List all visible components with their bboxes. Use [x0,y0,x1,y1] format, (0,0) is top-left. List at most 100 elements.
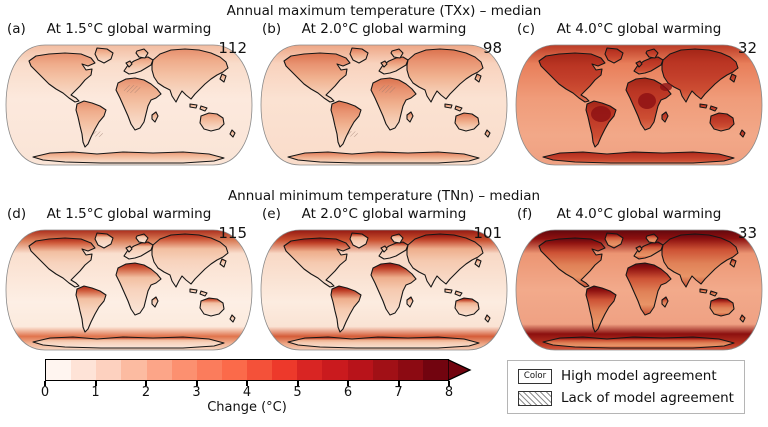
panel-header: (a) At 1.5°C global warming [5,20,253,38]
panel-header: (d) At 1.5°C global warming [5,205,253,223]
colorbar-tick-label: 6 [343,385,353,400]
map-wrap: 98 [260,39,508,166]
colorbar-tick-mark [448,381,450,386]
row-tnn: Annual minimum temperature (TNn) – media… [0,188,768,351]
color-swatch-icon: Color [518,368,552,384]
map-outline [515,44,763,166]
panel-header: (b) At 2.0°C global warming [260,20,508,38]
hatch-swatch-icon [518,390,552,406]
colorbar-tick-label: 4 [242,385,252,400]
map-wrap: 112 [5,39,253,166]
panel-header: (f) At 4.0°C global warming [515,205,763,223]
model-count: 115 [218,224,247,242]
colorbar-extend-arrow-icon [448,359,472,381]
map-panel-e: (e) At 2.0°C global warming 101 [260,205,508,351]
colorbar-segment [247,360,273,380]
world-map-svg [515,44,763,166]
colorbar-segment [121,360,147,380]
panel-label: (a) [7,21,26,37]
colorbar-tick-label: 5 [293,385,302,400]
colorbar-tick-label: 0 [40,385,50,400]
panel-title: At 2.0°C global warming [301,21,467,37]
colorbar: 0 1 2 3 4 5 6 7 8 Change (°C) [41,359,477,415]
model-count: 33 [737,224,757,242]
panel-title: At 1.5°C global warming [46,21,212,37]
world-map-svg [260,229,508,351]
colorbar-tick-label: 2 [141,385,151,400]
map-outline [5,229,253,351]
panel-header: (e) At 2.0°C global warming [260,205,508,223]
colorbar-segment [422,360,448,380]
map-wrap: 115 [5,224,253,351]
continents [283,47,491,164]
colorbar-tick-mark [195,381,198,386]
map-wrap: 33 [515,224,763,351]
continents [283,232,491,349]
lack-of-agreement-hatch [93,85,141,137]
model-agreement-legend: Color High model agreement Lack of model… [507,360,745,414]
panel-title: At 4.0°C global warming [556,21,722,37]
colorbar-tick-label: 7 [394,385,403,400]
colorbar-segment [297,360,323,380]
colorbar-segment [272,360,298,380]
color-swatch-label: Color [523,371,547,381]
legend-label: High model agreement [561,368,717,384]
colorbar-tick-mark [94,381,97,386]
colorbar-segment [46,360,72,380]
panel-row-tnn: (d) At 1.5°C global warming 115 (e) At 2.0°C… [0,205,768,351]
colorbar-tick-mark [246,381,248,386]
panel-title: At 4.0°C global warming [556,206,722,222]
map-outline [260,229,508,351]
figure-footer: 0 1 2 3 4 5 6 7 8 Change (°C) Color High model a… [0,359,768,415]
panel-label: (b) [262,21,282,37]
panel-label: (c) [517,21,535,37]
continents [28,232,236,349]
lack-of-agreement-hatch [348,85,396,137]
panel-label: (e) [262,206,281,222]
colorbar-tick-mark [347,381,349,386]
colorbar-segment [322,360,348,380]
map-wrap: 101 [260,224,508,351]
row-title-txx: Annual maximum temperature (TXx) – media… [226,3,542,19]
colorbar-ticks: 0 1 2 3 4 5 6 7 8 [41,381,453,400]
colorbar-tick-label: 1 [91,385,100,400]
colorbar-segment [71,360,97,380]
panel-title: At 1.5°C global warming [46,206,212,222]
colorbar-segment [397,360,423,380]
colorbar-label: Change (°C) [207,400,287,415]
map-panel-d: (d) At 1.5°C global warming 115 [5,205,253,351]
colorbar-segment [96,360,122,380]
map-wrap: 32 [515,39,763,166]
colorbar-segment [146,360,172,380]
map-outline [5,44,253,166]
colorbar-tick-mark [145,381,147,386]
panel-header: (c) At 4.0°C global warming [515,20,763,38]
colorbar-segment [196,360,222,380]
map-panel-a: (a) At 1.5°C global warming 112 [5,20,253,166]
panel-row-txx: (a) At 1.5°C global warming 112 (b) At 2.0°C… [0,20,768,166]
model-count: 32 [737,39,757,57]
world-map-svg [5,44,253,166]
colorbar-segment [171,360,197,380]
hotspot-regions [591,83,672,122]
legend-label: Lack of model agreement [561,390,734,406]
map-panel-f: (f) At 4.0°C global warming 33 [515,205,763,351]
colorbar-tick-mark [44,381,46,386]
world-map-svg [5,229,253,351]
legend-item-high-agreement: Color High model agreement [518,368,734,384]
colorbar-tick-label: 3 [192,385,201,400]
panel-label: (d) [7,206,27,222]
panel-label: (f) [517,206,533,222]
colorbar-tick-mark [397,381,400,386]
row-title-tnn: Annual minimum temperature (TNn) – media… [227,188,541,204]
model-count: 101 [473,224,502,242]
colorbar-segment [221,360,247,380]
world-map-svg [260,44,508,166]
colorbar-bar-row [45,359,477,381]
legend-item-lack-agreement: Lack of model agreement [518,390,734,406]
model-count: 112 [218,39,247,57]
colorbar-segment [347,360,373,380]
row-txx: Annual maximum temperature (TXx) – media… [0,3,768,166]
map-panel-c: (c) At 4.0°C global warming 32 [515,20,763,166]
model-count: 98 [482,39,502,57]
